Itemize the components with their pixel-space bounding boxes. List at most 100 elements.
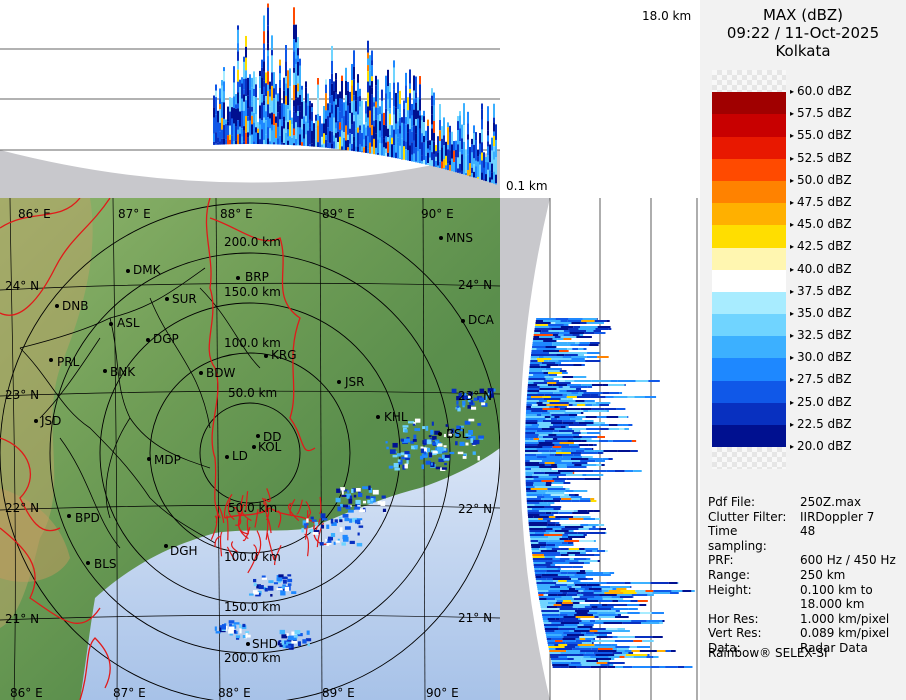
city-marker: KHL — [376, 410, 408, 424]
legend-swatch — [712, 180, 786, 204]
legend-row: 35.0 dBZ — [712, 291, 902, 320]
legend-label: 25.0 dBZ — [790, 395, 852, 409]
lon-label: 87° E — [118, 207, 151, 221]
info-value: 48 — [800, 524, 816, 539]
legend-swatch — [712, 225, 786, 248]
legend-label: 22.5 dBZ — [790, 417, 852, 431]
profile-bottom-height-label: 0.1 km — [506, 179, 548, 193]
city-marker: SUR — [165, 292, 197, 306]
brand-label: Rainbow® SELEX-SI — [708, 646, 828, 660]
legend-label: 20.0 dBZ — [790, 439, 852, 453]
legend-row: 22.5 dBZ — [712, 402, 902, 431]
legend-row: 20.0 dBZ — [712, 425, 902, 453]
legend-swatch — [712, 314, 786, 337]
info-row: Hor Res: 1.000 km/pixel — [708, 612, 904, 627]
lat-label: 24° N — [5, 279, 39, 293]
radar-map[interactable]: 86° E 87° E 88° E 89° E 90° E 86° E 87° … — [0, 198, 500, 700]
info-key: Height: — [708, 582, 752, 597]
legend-swatch — [712, 402, 786, 425]
info-key: PRF: — [708, 553, 734, 568]
city-label: KOL — [258, 440, 282, 454]
lon-label: 88° E — [220, 207, 253, 221]
legend-swatch — [712, 358, 786, 381]
city-labels: MNS DMK BRP DNB SUR ASL DGP DCA KRG PRL … — [34, 231, 495, 651]
info-row: Height: 0.100 km to — [708, 583, 904, 598]
city-marker: MDP — [147, 453, 181, 467]
legend-swatch — [712, 158, 786, 181]
state-borders — [0, 198, 331, 700]
city-marker: BRP — [236, 270, 269, 284]
side-cross-section-panel — [500, 198, 700, 700]
legend-row: 30.0 dBZ — [712, 336, 902, 364]
legend-label: 57.5 dBZ — [790, 106, 852, 120]
legend-row: 42.5 dBZ — [712, 225, 902, 253]
info-value: 18.000 km — [800, 597, 865, 612]
city-marker: KOL — [252, 440, 282, 454]
city-marker: SHD — [246, 637, 278, 651]
city-label: DCA — [468, 313, 495, 327]
ring-range-labels: 200.0 km 150.0 km 100.0 km 50.0 km 50.0 … — [224, 235, 281, 665]
info-value: 250Z.max — [800, 495, 862, 509]
info-row: Range: 250 km — [708, 568, 904, 583]
city-label: SHD — [252, 637, 278, 651]
city-marker: PRL — [49, 355, 80, 369]
lon-label: 89° E — [322, 207, 355, 221]
city-label: DGH — [170, 544, 198, 558]
city-marker: JSD — [34, 414, 61, 428]
city-marker: DMK — [126, 263, 162, 277]
city-marker: BPD — [67, 511, 100, 525]
legend-label: 52.5 dBZ — [790, 151, 852, 165]
city-label: ASL — [117, 316, 140, 330]
city-label: DMK — [133, 263, 162, 277]
info-row: Clutter Filter: IIRDoppler 7 — [708, 510, 904, 525]
legend-label: 35.0 dBZ — [790, 306, 852, 320]
legend-row: 37.5 dBZ — [712, 269, 902, 298]
ring-label: 100.0 km — [224, 550, 281, 564]
info-key: Pdf File: — [708, 495, 756, 509]
lon-label: 86° E — [10, 686, 43, 700]
city-marker: DGH — [164, 544, 198, 558]
info-key: Data: — [708, 640, 741, 655]
lat-label: 23° N — [458, 389, 492, 403]
city-marker: DNB — [55, 299, 88, 313]
info-row: Pdf File: 250Z.max — [708, 495, 904, 510]
lat-label: 21° N — [5, 612, 39, 626]
legend-row: 40.0 dBZ — [712, 247, 902, 276]
profile-top-height-label: 18.0 km — [642, 9, 692, 23]
legend-label: 30.0 dBZ — [790, 350, 852, 364]
lon-label: 90° E — [426, 686, 459, 700]
lon-label: 90° E — [421, 207, 454, 221]
city-label: SUR — [172, 292, 197, 306]
ring-label: 150.0 km — [224, 285, 281, 299]
legend-label: 50.0 dBZ — [790, 173, 852, 187]
coastal-delta-boundaries — [210, 488, 324, 574]
legend-label: 40.0 dBZ — [790, 262, 852, 276]
legend-swatch — [712, 291, 786, 315]
top-profile-echoes — [213, 3, 497, 185]
ring-label: 200.0 km — [224, 235, 281, 249]
city-marker: BLS — [86, 557, 117, 571]
legend-swatch — [712, 269, 786, 292]
profile-corner: 18.0 km 0.1 km — [500, 0, 700, 198]
info-key: Vert Res: — [708, 626, 762, 641]
legend-swatch — [712, 114, 786, 137]
legend-label: 42.5 dBZ — [790, 239, 852, 253]
info-row: PRF: 600 Hz / 450 Hz — [708, 553, 904, 568]
city-marker: BNK — [103, 365, 136, 379]
info-value: Radar Data — [800, 640, 868, 655]
lon-label: 88° E — [218, 686, 251, 700]
lat-label: 22° N — [5, 501, 39, 515]
legend-swatch — [712, 247, 786, 270]
product-title: MAX (dBZ) 09:22 / 11-Oct-2025 Kolkata — [700, 6, 906, 60]
city-label: PRL — [57, 355, 80, 369]
city-label: LD — [232, 449, 248, 463]
lat-label: 23° N — [5, 388, 39, 402]
info-row: Time sampling: 48 — [708, 524, 904, 553]
info-key: Range: — [708, 567, 751, 582]
city-label: DNB — [62, 299, 88, 313]
station-name: Kolkata — [775, 42, 831, 60]
info-row: Vert Res: 0.089 km/pixel — [708, 626, 904, 641]
city-label: BRP — [245, 270, 269, 284]
legend-swatch — [712, 203, 786, 226]
legend-label: 55.0 dBZ — [790, 128, 852, 142]
